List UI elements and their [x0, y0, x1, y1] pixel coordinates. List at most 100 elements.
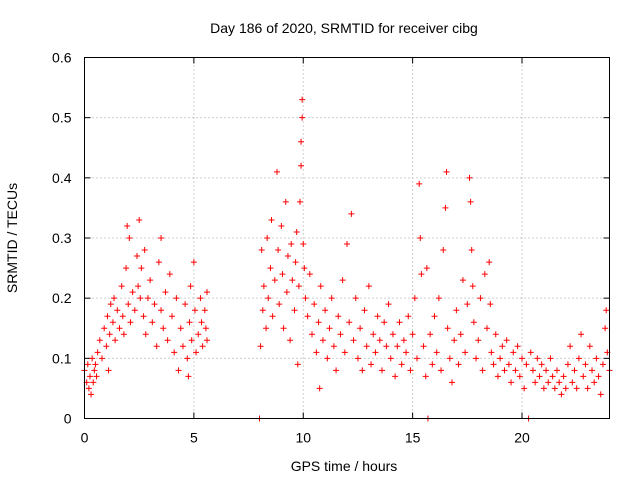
data-point	[438, 367, 445, 374]
data-point	[311, 301, 318, 308]
y-tick-label: 0.6	[52, 50, 72, 66]
data-point	[479, 367, 486, 374]
x-axis-label: GPS time / hours	[291, 458, 398, 474]
data-point	[558, 391, 565, 398]
data-point	[527, 349, 534, 356]
data-point	[315, 319, 322, 326]
data-point	[328, 295, 335, 302]
data-point	[283, 289, 290, 296]
data-point	[512, 367, 519, 374]
data-point	[142, 331, 149, 338]
data-point	[298, 162, 305, 169]
data-point	[359, 367, 366, 374]
data-point	[175, 367, 182, 374]
data-point	[144, 295, 151, 302]
data-point	[586, 343, 593, 350]
data-point	[301, 265, 308, 272]
data-point	[370, 331, 377, 338]
data-point	[569, 379, 576, 386]
data-point	[193, 349, 200, 356]
data-point	[571, 367, 578, 374]
data-point	[278, 222, 285, 229]
data-point	[137, 295, 144, 302]
data-point	[319, 337, 326, 344]
data-point	[299, 96, 306, 103]
data-point	[276, 301, 283, 308]
data-point	[591, 379, 598, 386]
data-point	[521, 385, 528, 392]
data-point	[179, 343, 186, 350]
data-point	[120, 331, 127, 338]
data-point	[469, 283, 476, 290]
data-point	[155, 259, 162, 266]
data-point	[258, 247, 265, 254]
data-point	[403, 349, 410, 356]
data-point	[597, 391, 604, 398]
data-point	[333, 367, 340, 374]
data-point	[88, 391, 95, 398]
data-point	[265, 295, 272, 302]
data-point	[487, 301, 494, 308]
data-point	[136, 216, 143, 223]
data-point	[291, 307, 298, 314]
data-point	[171, 349, 178, 356]
data-point	[330, 343, 337, 350]
data-point	[523, 361, 530, 368]
data-point	[125, 301, 132, 308]
data-point	[551, 385, 558, 392]
data-point	[418, 271, 425, 278]
data-point	[280, 325, 287, 332]
data-point	[510, 349, 517, 356]
data-point	[470, 319, 477, 326]
data-point	[562, 385, 569, 392]
y-axis-label: SRMTID / TECUs	[4, 183, 20, 293]
data-point	[158, 307, 165, 314]
data-point	[383, 343, 390, 350]
data-point	[160, 325, 167, 332]
data-point	[109, 319, 116, 326]
data-point	[560, 373, 567, 380]
data-point	[473, 355, 480, 362]
data-point	[379, 367, 385, 374]
data-point	[201, 307, 208, 314]
data-point	[274, 168, 280, 175]
data-point	[431, 313, 438, 320]
data-point	[104, 313, 111, 320]
data-point	[116, 325, 123, 332]
data-point	[326, 325, 333, 332]
data-point	[268, 216, 275, 223]
data-point	[114, 307, 121, 314]
data-point	[119, 313, 126, 320]
data-point	[316, 385, 323, 392]
data-point	[603, 307, 610, 314]
data-point	[112, 337, 119, 344]
data-point	[188, 337, 195, 344]
data-point	[84, 361, 91, 368]
data-point	[423, 265, 430, 272]
data-point	[94, 349, 101, 356]
data-point	[267, 265, 274, 272]
data-point	[198, 319, 205, 326]
data-point	[85, 385, 92, 392]
data-point	[363, 343, 370, 350]
data-point	[575, 355, 582, 362]
data-point	[467, 198, 474, 205]
data-point	[392, 373, 399, 380]
data-point	[442, 204, 449, 211]
data-point	[124, 222, 131, 229]
data-point	[289, 277, 296, 284]
data-point	[299, 114, 306, 121]
data-point	[385, 301, 392, 308]
data-point	[361, 307, 368, 314]
data-point	[440, 247, 447, 254]
data-point	[449, 379, 455, 386]
data-point	[427, 331, 434, 338]
data-point	[519, 355, 525, 362]
data-point	[420, 343, 427, 350]
data-point	[264, 235, 271, 241]
data-point	[184, 355, 191, 362]
data-point	[257, 343, 264, 350]
data-point	[129, 289, 136, 296]
data-point	[93, 373, 100, 380]
data-point	[300, 241, 307, 248]
